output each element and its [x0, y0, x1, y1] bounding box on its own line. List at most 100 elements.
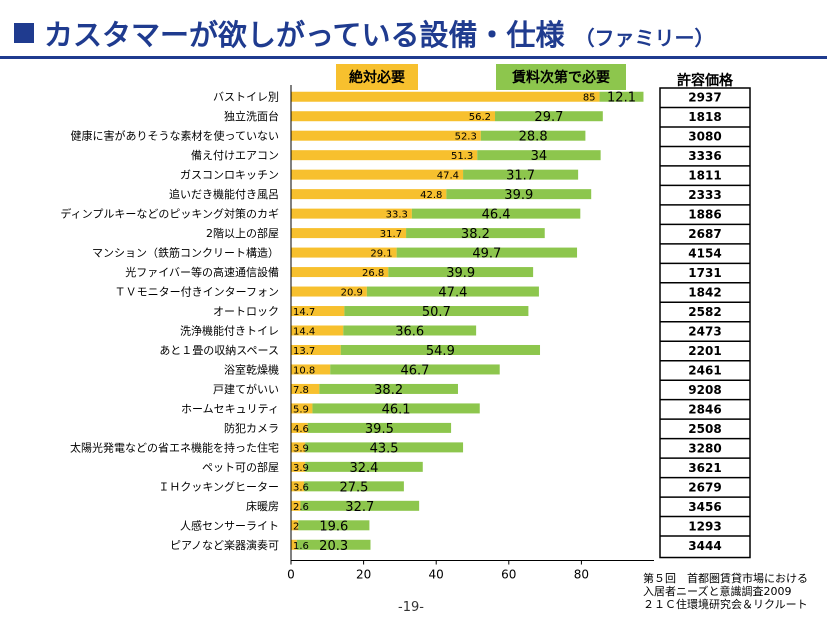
bar-must: [291, 500, 301, 511]
data-label-conditional: 46.4: [482, 208, 511, 223]
data-label-must: 3.9: [293, 463, 309, 474]
price-value: 1842: [688, 286, 721, 300]
price-value: 3336: [688, 149, 721, 163]
bar-must: [291, 539, 297, 550]
bar-must: [291, 267, 389, 278]
data-label-conditional: 34: [531, 149, 548, 164]
x-tick-label: 0: [287, 568, 295, 582]
data-label-must: 85: [583, 93, 596, 104]
category-label: 太陽光発電などの省エネ機能を持った住宅: [70, 440, 279, 454]
page-title: カスタマーが欲しがっている設備・仕様 （ファミリー）: [14, 12, 715, 52]
bar-conditional: [480, 130, 586, 141]
category-label: 床暖房: [246, 499, 279, 513]
data-label-must: 3.9: [293, 443, 309, 454]
data-label-conditional: 39.5: [365, 422, 394, 437]
title-underline: [0, 56, 827, 59]
category-label: 洗浄機能付きトイレ: [180, 324, 279, 338]
bar-conditional: [344, 306, 529, 317]
category-label: 浴室乾燥機: [224, 362, 279, 376]
data-label-must: 31.7: [380, 229, 402, 240]
bar-conditional: [411, 208, 581, 219]
data-label-conditional: 49.7: [472, 247, 501, 262]
bar-conditional: [463, 169, 579, 180]
x-tick-label: 20: [356, 568, 371, 582]
bar-must: [291, 520, 299, 531]
bar-conditional: [298, 520, 370, 531]
bar-must: [291, 383, 320, 394]
price-value: 2687: [688, 227, 721, 241]
price-value: 1886: [688, 208, 721, 222]
data-label-conditional: 29.7: [534, 110, 563, 125]
category-label: ピアノなど楽器演奏可: [170, 538, 279, 552]
category-label: 独立洗面台: [224, 109, 279, 123]
data-label-conditional: 47.4: [438, 286, 467, 301]
data-label-conditional: 12.1: [607, 91, 636, 106]
page-number: -19-: [398, 600, 424, 615]
category-label: 戸建てがいい: [213, 382, 279, 396]
category-label: 人感センサーライト: [180, 519, 279, 532]
data-label-must: 56.2: [469, 112, 491, 123]
price-value: 1818: [688, 110, 721, 124]
data-label-conditional: 43.5: [370, 441, 399, 456]
price-value: 3621: [688, 461, 721, 475]
data-label-conditional: 20.3: [319, 539, 348, 554]
price-value: 2473: [688, 325, 721, 339]
bar-conditional: [406, 228, 545, 239]
data-label-must: 42.8: [420, 190, 442, 201]
bar-must: [291, 364, 331, 375]
bar-must: [291, 286, 367, 297]
data-label-must: 20.9: [341, 288, 363, 299]
data-label-conditional: 27.5: [340, 480, 369, 495]
data-label-must: 14.7: [293, 307, 315, 318]
price-value: 2508: [688, 422, 721, 436]
data-label-must: 33.3: [386, 210, 408, 221]
bar-must: [291, 189, 447, 200]
data-label-conditional: 39.9: [504, 188, 533, 203]
price-value: 3456: [688, 500, 721, 514]
source-footer: 第５回 首都圏賃貸市場における 入居者ニーズと意識調査2009 ２１Ｃ住環境研究…: [643, 572, 808, 611]
bar-conditional: [446, 189, 592, 200]
category-label: ホームセキュリティ: [181, 402, 279, 415]
data-label-must: 3.6: [293, 482, 309, 493]
data-label-conditional: 28.8: [519, 130, 548, 145]
bar-conditional: [312, 403, 480, 414]
data-label-must: 4.6: [293, 424, 309, 435]
data-label-must: 52.3: [455, 132, 477, 143]
category-label: 2階以上の部屋: [206, 226, 279, 240]
price-value: 2461: [688, 363, 721, 377]
data-label-must: 2: [293, 521, 299, 532]
bar-must: [291, 403, 313, 414]
data-label-conditional: 54.9: [426, 344, 455, 359]
x-tick-label: 40: [429, 568, 444, 582]
category-label: ペット可の部屋: [202, 460, 279, 474]
bar-must: [291, 208, 412, 219]
footer-line: 入居者ニーズと意識調査2009: [643, 585, 792, 598]
category-label: オートロック: [213, 305, 279, 318]
bar-must: [291, 442, 306, 453]
data-label-conditional: 32.4: [349, 461, 378, 476]
bar-must: [291, 169, 464, 180]
bar-must: [291, 344, 341, 355]
data-label-conditional: 19.6: [319, 519, 348, 534]
bar-conditional: [477, 150, 601, 161]
bar-conditional: [396, 247, 578, 258]
bar-conditional: [305, 461, 423, 472]
price-value: 1293: [688, 519, 721, 533]
data-label-must: 29.1: [370, 249, 392, 260]
bar-must: [291, 111, 496, 122]
x-tick-label: 60: [501, 568, 516, 582]
title-subtitle: （ファミリー）: [574, 26, 715, 50]
price-value: 4154: [688, 247, 721, 261]
data-label-conditional: 36.6: [395, 325, 424, 340]
price-value: 3080: [688, 130, 721, 144]
category-label: ＴＶモニター付きインターフォン: [115, 286, 279, 299]
bar-conditional: [296, 539, 371, 550]
bar-conditional: [366, 286, 539, 297]
bar-conditional: [343, 325, 477, 336]
price-value: 1731: [688, 266, 721, 280]
category-label: あと１畳の収納スペース: [159, 344, 279, 357]
category-label: ガスコンロキッチン: [180, 169, 279, 182]
price-value: 3444: [688, 539, 721, 553]
category-label: 追いだき機能付き風呂: [169, 187, 279, 201]
price-value: 2846: [688, 402, 721, 416]
